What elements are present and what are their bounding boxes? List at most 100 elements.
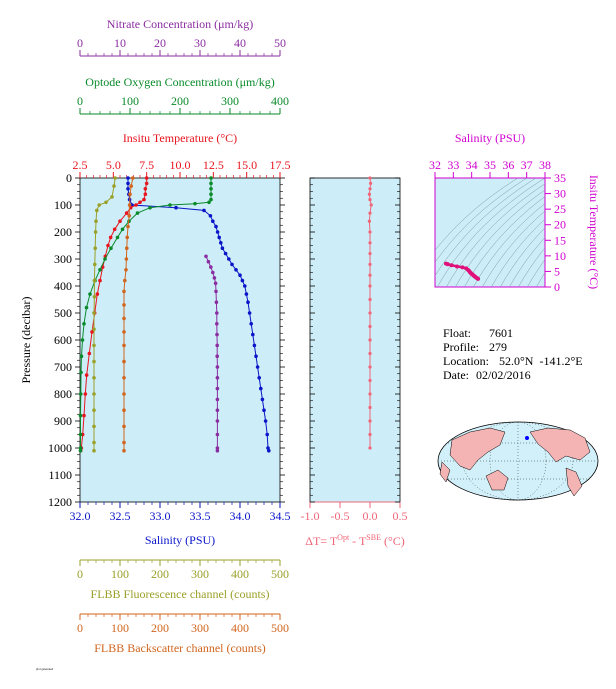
nitrate-data-point bbox=[215, 343, 219, 348]
delta-t-x-tick-label: 0.0 bbox=[363, 509, 378, 523]
salinity-data-point bbox=[238, 273, 242, 278]
nitrate-data-point bbox=[213, 281, 218, 286]
salinity-axis-tick-label: 34.0 bbox=[230, 509, 251, 523]
temperature-data-point bbox=[95, 292, 100, 296]
backscatter-axis-tick-label: 300 bbox=[191, 621, 209, 635]
salinity-data-point bbox=[202, 208, 206, 213]
temperature-data-point bbox=[144, 176, 149, 180]
ts-density-contour bbox=[558, 168, 616, 297]
temperature-data-point bbox=[90, 330, 94, 334]
globe-gridlines bbox=[441, 421, 596, 501]
ts-density-contour bbox=[435, 178, 519, 251]
oxygen-data-point bbox=[82, 322, 86, 326]
salinity-data-point bbox=[259, 386, 263, 391]
ts-y-tick-label: 0 bbox=[554, 280, 560, 294]
backscatter-axis-tick-label: 200 bbox=[151, 621, 169, 635]
main-y-tick-label: 500 bbox=[54, 306, 72, 320]
fluorescence-profile-line bbox=[93, 177, 116, 451]
salinity-profile-line bbox=[127, 178, 270, 451]
temperature-data-point bbox=[144, 181, 149, 186]
ts-plot-area bbox=[434, 177, 546, 288]
backscatter-data-point bbox=[131, 176, 135, 180]
salinity-data-point bbox=[126, 181, 130, 186]
oxygen-data-point bbox=[109, 246, 113, 250]
nitrate-data-point bbox=[215, 448, 220, 453]
nitrate-data-point bbox=[215, 365, 220, 369]
backscatter-data-point bbox=[125, 246, 129, 250]
delta-t-data-point bbox=[368, 324, 372, 329]
info-location-value: 52.0°N -141.2°E bbox=[499, 354, 583, 368]
ts-density-contour bbox=[536, 272, 545, 287]
delta-t-data-point bbox=[369, 181, 373, 185]
fluorescence-data-point bbox=[92, 424, 96, 429]
backscatter-data-point bbox=[127, 214, 131, 218]
temperature-data-point bbox=[143, 192, 148, 196]
ts-y-tick-label: 10 bbox=[554, 249, 566, 263]
float-location-marker bbox=[525, 436, 529, 440]
oxygen-data-point bbox=[78, 432, 83, 437]
salinity-data-point bbox=[230, 262, 234, 267]
ts-density-contour bbox=[509, 237, 545, 287]
oxygen-data-point bbox=[115, 235, 120, 240]
delta-t-data-point bbox=[368, 297, 372, 302]
fluorescence-data-point bbox=[92, 295, 97, 299]
oxygen-data-point bbox=[148, 205, 152, 210]
backscatter-data-point bbox=[124, 257, 129, 261]
info-profile-value: 279 bbox=[489, 340, 507, 354]
main-y-tick-label: 300 bbox=[54, 252, 72, 266]
salinity-data-point bbox=[249, 322, 253, 326]
salinity-axis-tick-label: 32.0 bbox=[70, 509, 91, 523]
salinity-data-point bbox=[214, 224, 218, 229]
footer-note: plot generated bbox=[36, 667, 54, 671]
ts-x-tick-label: 33 bbox=[447, 158, 459, 172]
fluorescence-data-point bbox=[93, 262, 97, 267]
ts-data-point bbox=[476, 276, 481, 281]
backscatter-data-point bbox=[122, 408, 126, 413]
salinity-data-point bbox=[211, 219, 215, 223]
nitrate-data-point bbox=[211, 270, 215, 275]
main-y-tick-label: 600 bbox=[54, 333, 72, 347]
salinity-data-point bbox=[267, 448, 271, 453]
backscatter-data-point bbox=[124, 268, 128, 272]
oxygen-data-point bbox=[168, 203, 172, 207]
fluorescence-data-point bbox=[104, 200, 108, 205]
ts-x-tick-label: 32 bbox=[429, 158, 441, 172]
ts-density-contour bbox=[491, 218, 545, 287]
info-date-label: Date: bbox=[443, 368, 469, 382]
main-y-tick-label: 100 bbox=[54, 198, 72, 212]
backscatter-data-point bbox=[122, 424, 126, 429]
backscatter-data-point bbox=[122, 343, 126, 348]
oxygen-data-point bbox=[209, 197, 213, 202]
temperature-data-point bbox=[106, 243, 110, 248]
nitrate-data-point bbox=[215, 397, 220, 402]
backscatter-data-point bbox=[122, 289, 126, 294]
main-y-tick-label: 1100 bbox=[48, 468, 72, 482]
oxygen-axis-tick-label: 0 bbox=[77, 94, 83, 108]
nitrate-data-point bbox=[206, 259, 211, 264]
temperature-data-point bbox=[142, 197, 146, 202]
salinity-data-point bbox=[263, 419, 268, 423]
backscatter-data-point bbox=[122, 330, 126, 334]
salinity-data-point bbox=[234, 268, 238, 272]
nitrate-data-point bbox=[215, 446, 220, 450]
ts-x-tick-label: 35 bbox=[484, 158, 496, 172]
fluorescence-data-point bbox=[93, 230, 98, 234]
oxygen-data-point bbox=[78, 392, 83, 396]
oxygen-data-point bbox=[84, 305, 89, 310]
nitrate-axis-label: Nitrate Concentration (μm/kg) bbox=[107, 17, 253, 31]
oxygen-data-point bbox=[209, 192, 213, 196]
ts-x-tick-label: 37 bbox=[521, 158, 533, 172]
salinity-data-point bbox=[247, 311, 252, 315]
ts-y-tick-label: 35 bbox=[554, 171, 566, 185]
nitrate-data-point bbox=[215, 332, 219, 337]
oxygen-axis-tick-label: 300 bbox=[221, 94, 239, 108]
delta-t-data-point bbox=[368, 351, 372, 356]
fluorescence-data-point bbox=[97, 203, 101, 207]
delta-t-x-axis-label: ΔT= TOpt - TSBE (°C) bbox=[305, 533, 405, 548]
temperature-axis-tick-label: 2.5 bbox=[73, 158, 88, 172]
salinity-data-point bbox=[223, 251, 228, 256]
ts-y-tick-label: 5 bbox=[554, 264, 560, 278]
delta-t-data-point bbox=[368, 311, 372, 315]
main-y-tick-label: 1000 bbox=[48, 441, 72, 455]
